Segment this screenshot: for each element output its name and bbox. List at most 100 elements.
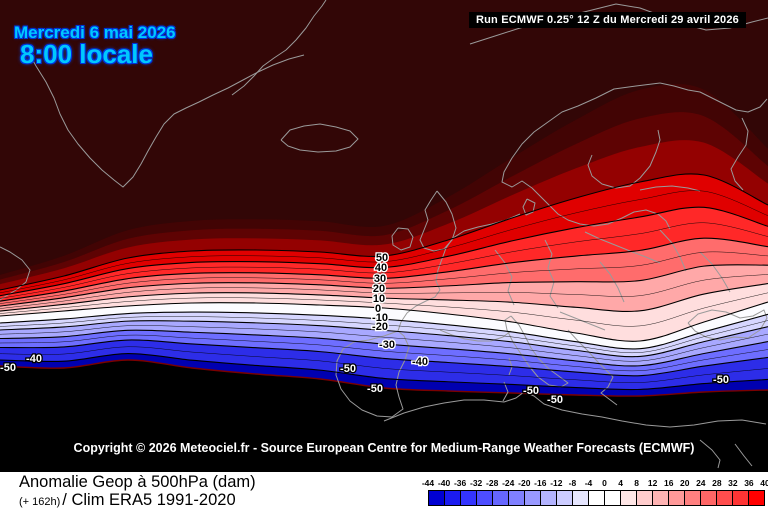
coastline bbox=[231, 0, 327, 96]
legend-tick-label: 20 bbox=[680, 478, 690, 488]
offscale-edge-line bbox=[0, 359, 768, 397]
color-scale-legend: -44 -40 -36 -32 -28 -24 -20 -16 -12 -8 -4 0 4 8 12 16 20… bbox=[422, 478, 768, 506]
contour-label: -50 bbox=[713, 374, 729, 386]
contour-label: -50 bbox=[0, 362, 16, 374]
coastline bbox=[659, 82, 768, 113]
contour-line bbox=[0, 283, 768, 312]
contour-line-minor bbox=[0, 251, 768, 304]
coastline bbox=[699, 251, 731, 293]
legend-tick-label: -32 bbox=[469, 478, 483, 488]
product-title-block: Anomalie Geop à 500hPa (dam) (+ 162h) / … bbox=[19, 473, 256, 511]
legend-tick-label: -4 bbox=[584, 478, 593, 488]
contour-label: 10 bbox=[373, 293, 385, 305]
legend-color-cell bbox=[477, 491, 493, 505]
coastline bbox=[639, 185, 701, 192]
legend-tick-label: 4 bbox=[618, 478, 623, 488]
legend-tick-label: -8 bbox=[568, 478, 577, 488]
contour-line bbox=[0, 173, 768, 291]
coastline bbox=[587, 129, 661, 189]
legend-color-cell bbox=[557, 491, 573, 505]
coastline bbox=[567, 329, 618, 406]
contour-label: -30 bbox=[379, 339, 395, 351]
legend-color-cell bbox=[573, 491, 589, 505]
contour-label: -50 bbox=[367, 383, 383, 395]
legend-color-cell bbox=[685, 491, 701, 505]
legend-color-cell bbox=[621, 491, 637, 505]
contour-line bbox=[0, 237, 768, 302]
climatology-label: / Clim ERA5 1991-2020 bbox=[62, 491, 236, 509]
legend-tick-label: 12 bbox=[647, 478, 658, 488]
legend-tick-label: -44 bbox=[421, 478, 435, 488]
legend-color-cell bbox=[541, 491, 557, 505]
contour-label: -50 bbox=[547, 394, 563, 406]
legend-tick-label: 16 bbox=[663, 478, 674, 488]
legend-color-cell bbox=[669, 491, 685, 505]
legend-tick-label: -12 bbox=[550, 478, 563, 488]
coastline bbox=[687, 309, 768, 341]
coastline bbox=[544, 239, 559, 309]
contour-label: -50 bbox=[340, 363, 356, 375]
coastline bbox=[730, 117, 749, 191]
legend-color-cell bbox=[589, 491, 605, 505]
coastline bbox=[522, 198, 536, 216]
contour-line bbox=[0, 320, 768, 358]
footer-bar: Anomalie Geop à 500hPa (dam) (+ 162h) / … bbox=[0, 472, 768, 512]
contour-line bbox=[0, 352, 768, 391]
legend-color-cell bbox=[637, 491, 653, 505]
coastline bbox=[699, 439, 721, 469]
coastline bbox=[383, 391, 767, 428]
legend-color-cell bbox=[605, 491, 621, 505]
coastline bbox=[439, 329, 512, 342]
contour-line bbox=[0, 329, 768, 367]
legend-tick-label: 28 bbox=[712, 478, 722, 488]
legend-tick-label: -40 bbox=[437, 478, 451, 488]
contour-label: -40 bbox=[26, 353, 42, 365]
coastline bbox=[0, 246, 31, 301]
contour-line-minor bbox=[0, 222, 768, 299]
contour-label: 20 bbox=[373, 283, 385, 295]
legend-color-cell bbox=[445, 491, 461, 505]
legend-color-cell bbox=[429, 491, 445, 505]
contour-line-minor bbox=[0, 346, 768, 383]
legend-tick-label: 36 bbox=[744, 478, 754, 488]
coastline bbox=[419, 190, 457, 252]
coastline bbox=[335, 330, 410, 418]
copyright-label: Copyright © 2026 Meteociel.fr - Source E… bbox=[73, 441, 695, 455]
contour-label: 0 bbox=[375, 303, 381, 315]
contour-line bbox=[0, 264, 768, 307]
legend-tick-label: 8 bbox=[634, 478, 639, 488]
valid-date-label: Mercredi 6 mai 2026 bbox=[14, 23, 176, 42]
legend-tick-label: 24 bbox=[696, 478, 706, 488]
legend-tick-label: 32 bbox=[728, 478, 738, 488]
valid-time-label: 8:00 locale bbox=[20, 39, 153, 69]
legend-tick-label: -28 bbox=[486, 478, 499, 488]
contour-line bbox=[0, 311, 768, 350]
contour-label: 40 bbox=[375, 262, 387, 274]
contour-line-minor bbox=[0, 274, 768, 309]
contour-label: -40 bbox=[412, 356, 428, 368]
coastline bbox=[494, 249, 515, 306]
coastline bbox=[734, 443, 753, 467]
legend-color-cell bbox=[525, 491, 541, 505]
coastline bbox=[502, 381, 509, 402]
lead-time-label: (+ 162h) bbox=[19, 496, 61, 508]
contour-line bbox=[0, 301, 768, 342]
legend-tick-label: -16 bbox=[534, 478, 547, 488]
coastline bbox=[659, 229, 687, 272]
legend-tick-label: 40 bbox=[760, 478, 768, 488]
contour-line bbox=[0, 206, 768, 297]
legend-color-cell bbox=[653, 491, 669, 505]
contour-label: -10 bbox=[372, 312, 388, 324]
product-title: Anomalie Geop à 500hPa (dam) bbox=[19, 473, 256, 491]
contour-label: 30 bbox=[374, 273, 386, 285]
legend-tick-label: 0 bbox=[602, 478, 607, 488]
legend-color-cell bbox=[493, 491, 509, 505]
legend-tick-label: -36 bbox=[453, 478, 467, 488]
legend-tick-label: -20 bbox=[518, 478, 531, 488]
coastline bbox=[397, 213, 521, 332]
coastline bbox=[29, 54, 305, 188]
contour-line-minor bbox=[0, 292, 768, 327]
legend-ticks: -44 -40 -36 -32 -28 -24 -20 -16 -12 -8 -4 0 4 8 12 16 20… bbox=[422, 478, 768, 488]
legend-tick-label: -24 bbox=[502, 478, 515, 488]
